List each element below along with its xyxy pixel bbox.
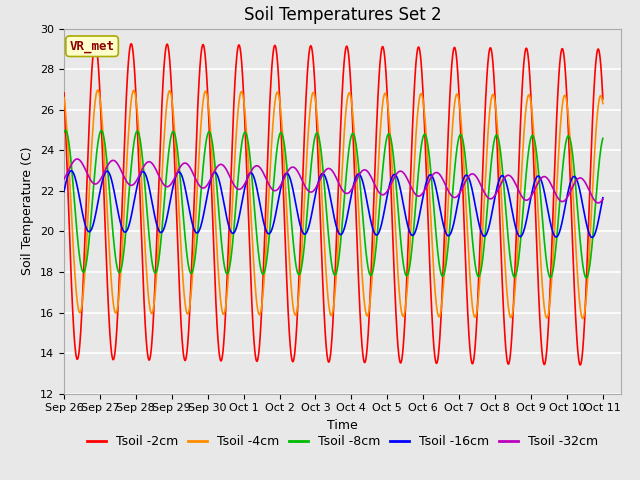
Legend: Tsoil -2cm, Tsoil -4cm, Tsoil -8cm, Tsoil -16cm, Tsoil -32cm: Tsoil -2cm, Tsoil -4cm, Tsoil -8cm, Tsoi… xyxy=(82,430,603,453)
X-axis label: Time: Time xyxy=(327,419,358,432)
Title: Soil Temperatures Set 2: Soil Temperatures Set 2 xyxy=(244,6,441,24)
Text: VR_met: VR_met xyxy=(70,40,115,53)
Y-axis label: Soil Temperature (C): Soil Temperature (C) xyxy=(22,147,35,276)
